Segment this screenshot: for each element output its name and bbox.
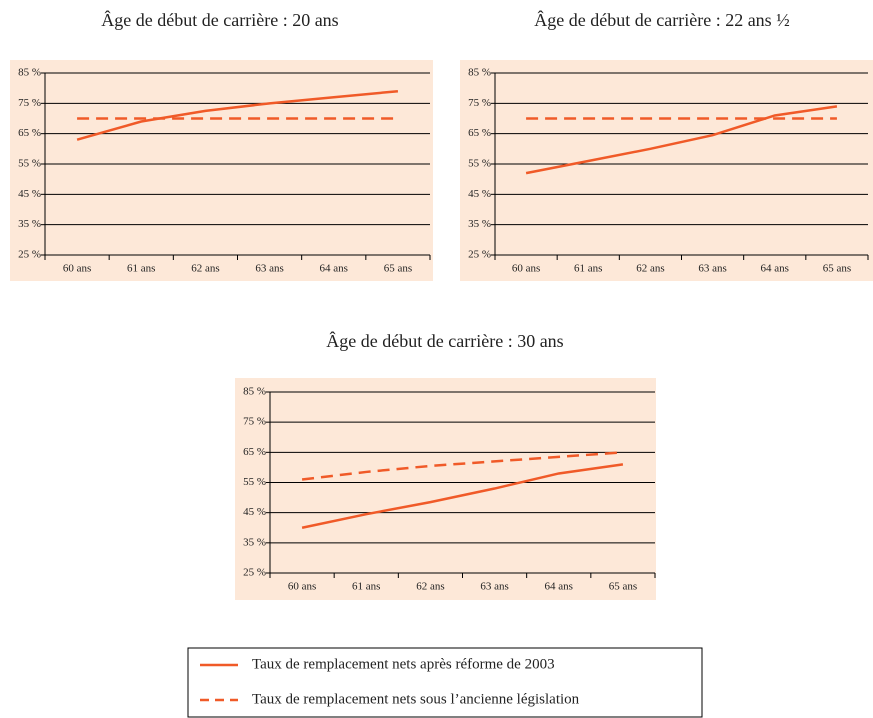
- x-tick-label: 65 ans: [384, 263, 412, 275]
- y-tick-label: 65 %: [243, 446, 266, 458]
- chart-title: Âge de début de carrière : 20 ans: [101, 9, 338, 30]
- chart-title: Âge de début de carrière : 22 ans ½: [534, 9, 789, 30]
- y-tick-label: 35 %: [468, 218, 491, 230]
- panel-background: [10, 60, 433, 281]
- panel-background: [460, 60, 873, 281]
- y-tick-label: 65 %: [18, 127, 41, 139]
- x-tick-label: 62 ans: [191, 263, 219, 275]
- line: [525, 105, 838, 175]
- legend-label: Taux de remplacement nets après réforme …: [252, 656, 555, 672]
- y-tick-label: 25 %: [243, 567, 266, 579]
- x-tick-label: 61 ans: [574, 263, 602, 275]
- y-tick-label: 85 %: [468, 67, 491, 79]
- x-tick-label: 64 ans: [545, 581, 573, 593]
- x-tick-label: 63 ans: [698, 263, 726, 275]
- y-tick-label: 25 %: [468, 249, 491, 261]
- x-tick-label: 60 ans: [288, 581, 316, 593]
- x-tick-label: 63 ans: [255, 263, 283, 275]
- line: [301, 451, 624, 481]
- x-tick-label: 62 ans: [636, 263, 664, 275]
- x-tick-label: 65 ans: [609, 581, 637, 593]
- legend-label: Taux de remplacement nets sous l’ancienn…: [252, 691, 580, 707]
- y-tick-label: 35 %: [243, 536, 266, 548]
- x-tick-label: 64 ans: [761, 263, 789, 275]
- y-tick-label: 85 %: [243, 386, 266, 398]
- y-tick-label: 85 %: [18, 67, 41, 79]
- x-tick-label: 60 ans: [512, 263, 540, 275]
- y-tick-label: 55 %: [18, 158, 41, 170]
- y-tick-label: 55 %: [468, 158, 491, 170]
- y-tick-label: 45 %: [18, 188, 41, 200]
- line: [76, 89, 399, 141]
- y-tick-label: 65 %: [468, 127, 491, 139]
- line: [301, 463, 624, 529]
- x-tick-label: 61 ans: [352, 581, 380, 593]
- x-tick-label: 62 ans: [416, 581, 444, 593]
- x-tick-label: 61 ans: [127, 263, 155, 275]
- chart-title: Âge de début de carrière : 30 ans: [326, 330, 563, 351]
- legend-box: [187, 647, 703, 718]
- y-tick-label: 75 %: [18, 97, 41, 109]
- y-tick-label: 75 %: [468, 97, 491, 109]
- x-tick-label: 64 ans: [320, 263, 348, 275]
- x-tick-label: 63 ans: [480, 581, 508, 593]
- panel-background: [235, 378, 656, 600]
- y-tick-label: 55 %: [243, 476, 266, 488]
- x-tick-label: 65 ans: [823, 263, 851, 275]
- y-tick-label: 45 %: [468, 188, 491, 200]
- y-tick-label: 75 %: [243, 416, 266, 428]
- y-tick-label: 35 %: [18, 218, 41, 230]
- y-tick-label: 45 %: [243, 506, 266, 518]
- y-tick-label: 25 %: [18, 249, 41, 261]
- x-tick-label: 60 ans: [63, 263, 91, 275]
